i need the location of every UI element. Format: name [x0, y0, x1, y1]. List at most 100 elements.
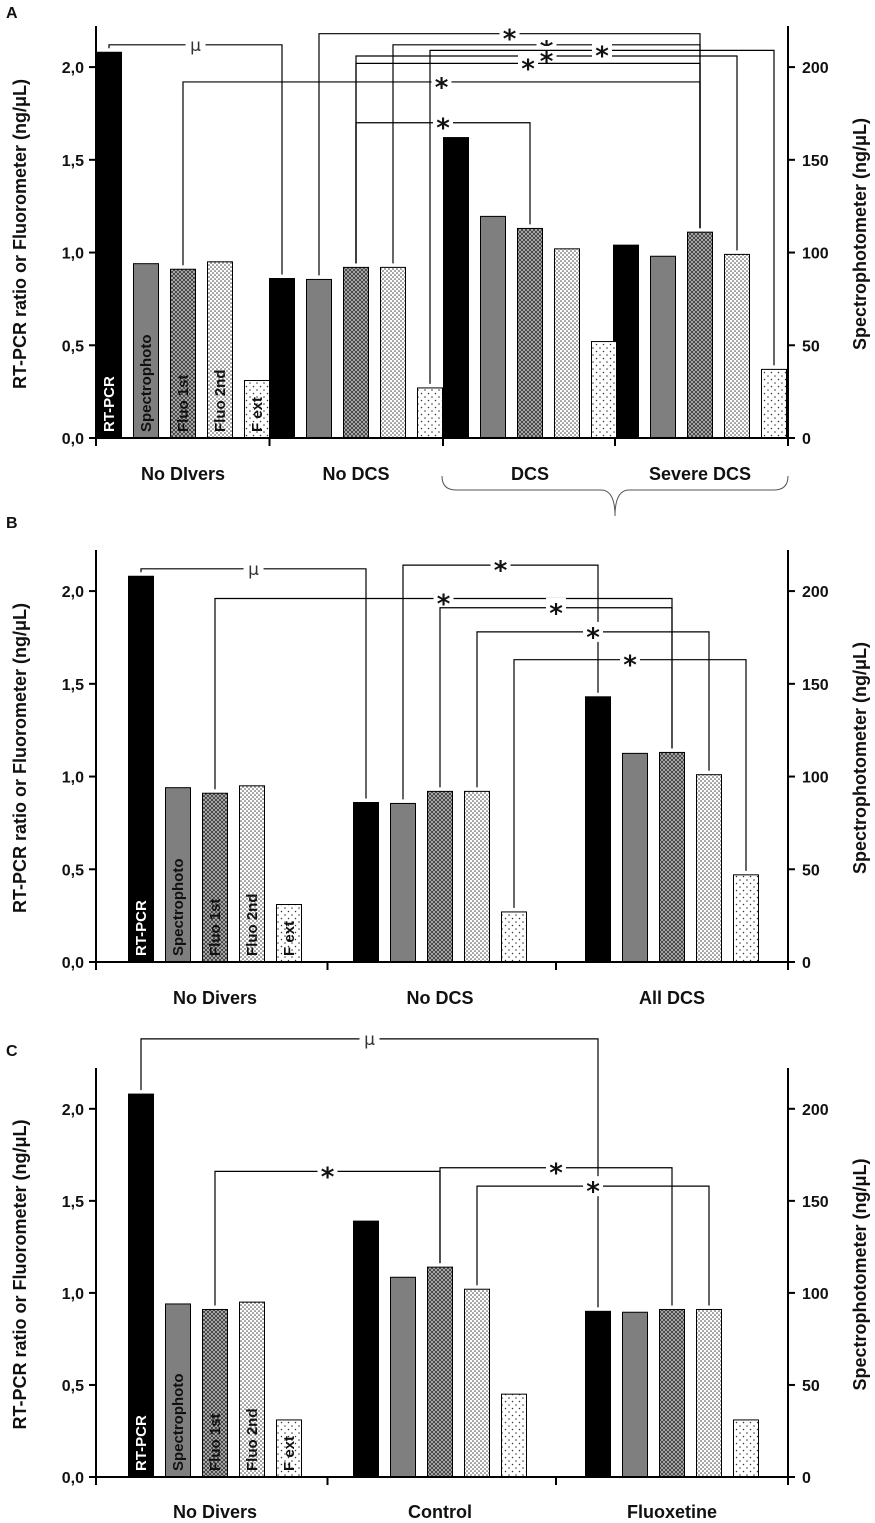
tick-label: 1,0 [62, 1286, 84, 1303]
series-label: F ext [281, 921, 298, 956]
category-label: Control [408, 1502, 472, 1522]
series-label: RT-PCR [133, 1415, 150, 1471]
category-label: DCS [511, 464, 549, 484]
category-label: No DCS [323, 464, 390, 484]
category-label: No Divers [173, 1502, 257, 1522]
category-label: Severe DCS [649, 464, 751, 484]
tick-label: 50 [802, 338, 820, 355]
tick-label: 0 [802, 431, 811, 448]
y-axis-title-right: Spectrophotometer (ng/μL) [850, 642, 870, 874]
bar [696, 1308, 722, 1478]
significance-bracket [140, 568, 367, 799]
series-label: Spectrophoto [170, 1374, 187, 1472]
bracket-mask [490, 555, 511, 576]
series-label: Fluo 2nd [244, 1409, 261, 1472]
category-label: All DCS [639, 988, 705, 1008]
bar [380, 266, 406, 439]
bar [306, 278, 332, 439]
bracket-mask [433, 112, 453, 133]
bracket-mask [592, 40, 612, 61]
mu-marker: μ [248, 560, 259, 580]
series-label: RT-PCR [101, 376, 118, 432]
series-label: Fluo 2nd [244, 894, 261, 957]
tick-label: 1,5 [62, 677, 84, 694]
bar [276, 1419, 302, 1478]
bar [343, 266, 369, 439]
y-axis-title-right: Spectrophotometer (ng/μL) [850, 118, 870, 350]
significance-marker: * [549, 1159, 563, 1189]
category-label: No Divers [173, 988, 257, 1008]
bar [659, 1308, 685, 1478]
significance-bracket [355, 55, 738, 264]
significance-marker: * [521, 54, 535, 84]
bracket-mask [583, 621, 603, 642]
panel-letter: B [6, 515, 18, 532]
tick-label: 0 [802, 955, 811, 972]
tick-label: 0,5 [62, 338, 84, 355]
significance-bracket [318, 33, 701, 276]
bracket-mask [243, 558, 264, 579]
y-axis-title-right: Spectrophotometer (ng/μL) [850, 1158, 870, 1390]
bar [276, 904, 302, 963]
bar [202, 1308, 228, 1478]
tick-label: 0,5 [62, 1378, 84, 1395]
significance-bracket [402, 564, 599, 800]
bar [733, 1419, 759, 1478]
tick-label: 100 [802, 246, 829, 263]
significance-marker: * [435, 73, 449, 103]
bracket-mask [546, 1157, 566, 1178]
bar [128, 1093, 154, 1478]
tick-label: 2,0 [62, 584, 84, 601]
significance-marker: * [503, 25, 517, 55]
significance-marker: * [437, 590, 451, 620]
bar [443, 137, 469, 439]
bracket-mask [499, 23, 520, 44]
series-label: Fluo 1st [207, 1413, 224, 1471]
bar [650, 255, 676, 439]
bracket-mask [583, 1176, 603, 1197]
tick-label: 50 [802, 862, 820, 879]
series-label: Spectrophoto [138, 335, 155, 433]
bar [464, 790, 490, 963]
tick-label: 100 [802, 1286, 829, 1303]
tick-label: 0,0 [62, 1470, 84, 1487]
bar [202, 792, 228, 963]
bracket-mask [546, 597, 566, 618]
bar [501, 911, 527, 963]
tick-label: 50 [802, 1378, 820, 1395]
series-label: F ext [249, 397, 266, 432]
bracket-mask [518, 53, 538, 74]
group-brace [441, 475, 789, 517]
bar [390, 802, 416, 963]
tick-label: 1,5 [62, 153, 84, 170]
y-axis-title-left: RT-PCR ratio or Fluorometer (ng/μL) [10, 79, 30, 389]
bar [696, 774, 722, 963]
significance-marker: * [586, 1177, 600, 1207]
bar [128, 575, 154, 963]
tick-label: 0,5 [62, 862, 84, 879]
bar [417, 387, 443, 439]
y-axis-title-left: RT-PCR ratio or Fluorometer (ng/μL) [10, 603, 30, 913]
bar [133, 263, 159, 439]
significance-marker: * [321, 1162, 335, 1192]
bar [622, 752, 648, 963]
category-label: Fluoxetine [627, 1502, 717, 1522]
tick-label: 150 [802, 153, 829, 170]
tick-label: 200 [802, 60, 829, 77]
bar [585, 696, 611, 963]
bar [724, 253, 750, 439]
series-label: F ext [281, 1436, 298, 1471]
bar [585, 1310, 611, 1478]
tick-label: 2,0 [62, 1102, 84, 1119]
significance-bracket [182, 81, 701, 266]
bracket-mask [317, 1161, 338, 1182]
bar [613, 244, 639, 439]
chart-panel-b: B RT-PCR Spectrophoto Fluo 1st Fluo 2nd F ext… [6, 515, 870, 1008]
tick-label: 0,0 [62, 955, 84, 972]
bar [427, 1266, 453, 1478]
bar [239, 785, 265, 963]
significance-marker: * [623, 651, 637, 681]
bar [622, 1311, 648, 1478]
series-label: Fluo 2nd [212, 370, 229, 433]
